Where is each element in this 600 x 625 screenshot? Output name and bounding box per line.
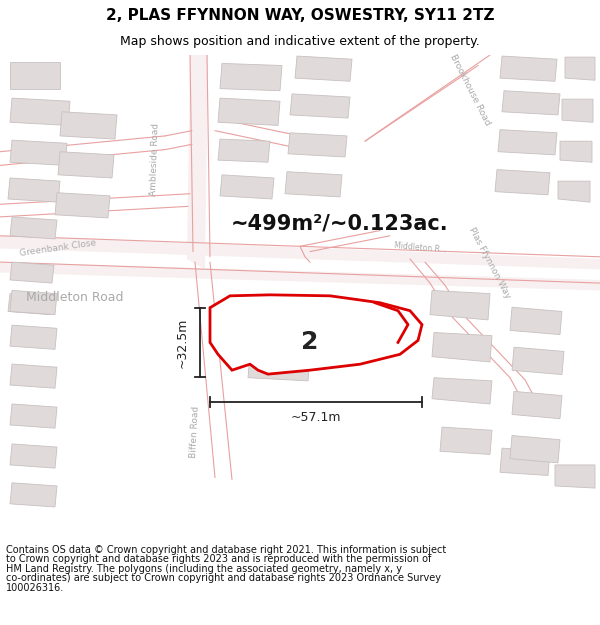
- Polygon shape: [10, 62, 60, 89]
- Polygon shape: [248, 304, 307, 336]
- Polygon shape: [288, 132, 347, 157]
- Polygon shape: [10, 217, 57, 239]
- Text: Map shows position and indicative extent of the property.: Map shows position and indicative extent…: [120, 35, 480, 48]
- Polygon shape: [8, 178, 60, 202]
- Text: Middleton R...: Middleton R...: [394, 241, 446, 255]
- Polygon shape: [218, 98, 280, 126]
- Text: ~499m²/~0.123ac.: ~499m²/~0.123ac.: [231, 214, 449, 234]
- Polygon shape: [500, 56, 557, 81]
- Polygon shape: [10, 482, 57, 507]
- Polygon shape: [10, 291, 57, 314]
- Polygon shape: [220, 175, 274, 199]
- Polygon shape: [58, 152, 114, 178]
- Polygon shape: [10, 98, 70, 126]
- Text: 2, PLAS FFYNNON WAY, OSWESTRY, SY11 2TZ: 2, PLAS FFYNNON WAY, OSWESTRY, SY11 2TZ: [106, 8, 494, 23]
- Polygon shape: [495, 169, 550, 195]
- Polygon shape: [500, 448, 550, 476]
- Polygon shape: [248, 354, 310, 381]
- Polygon shape: [430, 291, 490, 320]
- Text: Middleton Road: Middleton Road: [26, 291, 124, 304]
- Polygon shape: [290, 94, 350, 118]
- Polygon shape: [210, 295, 422, 374]
- Polygon shape: [510, 436, 560, 463]
- Polygon shape: [218, 139, 270, 162]
- Polygon shape: [295, 56, 352, 81]
- Polygon shape: [562, 99, 593, 122]
- Polygon shape: [10, 262, 54, 283]
- Polygon shape: [512, 391, 562, 419]
- Polygon shape: [10, 404, 57, 428]
- Text: Greenbank Close: Greenbank Close: [19, 238, 97, 258]
- Polygon shape: [565, 57, 595, 80]
- Text: HM Land Registry. The polygons (including the associated geometry, namely x, y: HM Land Registry. The polygons (includin…: [6, 564, 402, 574]
- Polygon shape: [10, 364, 57, 388]
- Polygon shape: [60, 112, 117, 139]
- Polygon shape: [512, 348, 564, 374]
- Polygon shape: [560, 141, 592, 162]
- Text: ~32.5m: ~32.5m: [176, 318, 188, 368]
- Polygon shape: [285, 172, 342, 197]
- Polygon shape: [0, 236, 600, 269]
- Polygon shape: [432, 332, 492, 362]
- Polygon shape: [502, 91, 560, 115]
- Polygon shape: [432, 378, 492, 404]
- Polygon shape: [510, 308, 562, 334]
- Text: to Crown copyright and database rights 2023 and is reproduced with the permissio: to Crown copyright and database rights 2…: [6, 554, 431, 564]
- Text: Plas Ffynnon Way: Plas Ffynnon Way: [467, 226, 512, 300]
- Text: Contains OS data © Crown copyright and database right 2021. This information is : Contains OS data © Crown copyright and d…: [6, 544, 446, 554]
- Text: 2: 2: [301, 331, 319, 354]
- Polygon shape: [220, 63, 282, 91]
- Polygon shape: [8, 294, 52, 314]
- Text: Biffen Road: Biffen Road: [189, 406, 201, 458]
- Polygon shape: [10, 325, 57, 349]
- Polygon shape: [440, 427, 492, 454]
- Text: 100026316.: 100026316.: [6, 582, 64, 592]
- Polygon shape: [555, 465, 595, 488]
- Polygon shape: [10, 140, 67, 166]
- Text: Brookhouse Road: Brookhouse Road: [448, 52, 492, 127]
- Polygon shape: [498, 129, 557, 155]
- Polygon shape: [187, 55, 208, 269]
- Text: ~57.1m: ~57.1m: [291, 411, 341, 424]
- Polygon shape: [10, 444, 57, 468]
- Text: co-ordinates) are subject to Crown copyright and database rights 2023 Ordnance S: co-ordinates) are subject to Crown copyr…: [6, 573, 441, 583]
- Text: Ambleside Road: Ambleside Road: [149, 122, 161, 196]
- Polygon shape: [0, 262, 600, 291]
- Polygon shape: [558, 181, 590, 202]
- Polygon shape: [55, 192, 110, 218]
